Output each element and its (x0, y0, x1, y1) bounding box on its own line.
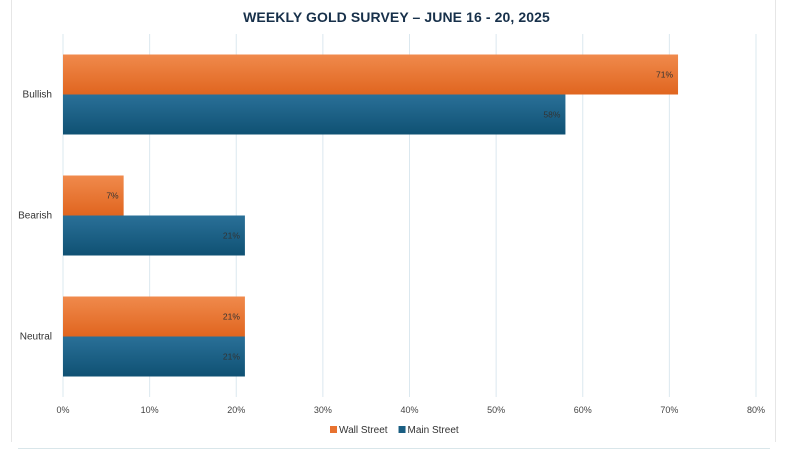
bar (63, 175, 124, 216)
x-tick-label: 40% (400, 405, 418, 415)
x-tick-label: 50% (487, 405, 505, 415)
bar (63, 94, 566, 135)
x-tick-label: 20% (227, 405, 245, 415)
legend-swatch (398, 426, 406, 433)
chart-frame (11, 0, 776, 442)
x-tick-label: 10% (141, 405, 159, 415)
x-tick-label: 80% (747, 405, 765, 415)
bottom-divider (18, 448, 770, 449)
bar (63, 296, 245, 337)
legend-label: Main Street (408, 425, 459, 436)
data-label: 71% (656, 70, 673, 80)
data-label: 21% (223, 231, 240, 241)
data-label: 58% (543, 110, 560, 120)
x-tick-label: 60% (574, 405, 592, 415)
category-label: Bullish (23, 90, 52, 101)
category-label: Bearish (18, 211, 52, 222)
chart-title: WEEKLY GOLD SURVEY – JUNE 16 - 20, 2025 (243, 9, 550, 25)
legend-label: Wall Street (339, 425, 388, 436)
data-label: 7% (106, 191, 119, 201)
x-tick-label: 70% (660, 405, 678, 415)
bar (63, 336, 245, 377)
data-label: 21% (223, 312, 240, 322)
x-tick-label: 30% (314, 405, 332, 415)
x-tick-label: 0% (56, 405, 69, 415)
data-label: 21% (223, 352, 240, 362)
bar (63, 54, 679, 95)
bar (63, 215, 245, 256)
legend-swatch (330, 426, 337, 433)
category-label: Neutral (20, 332, 52, 343)
